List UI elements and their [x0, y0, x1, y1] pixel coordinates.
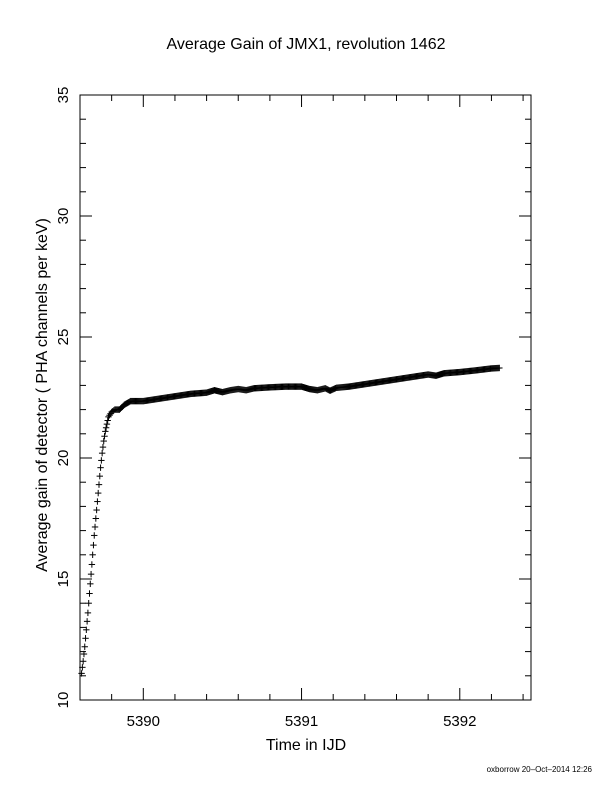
- plot-frame: [79, 94, 532, 701]
- data-point: [97, 464, 104, 471]
- data-point: [83, 618, 91, 625]
- data-point: [99, 443, 107, 451]
- x-tick-label: 5392: [443, 713, 476, 730]
- y-tick-label: 20: [55, 450, 72, 467]
- data-point: [102, 424, 110, 431]
- data-point: [106, 412, 113, 419]
- data-point: [100, 437, 107, 445]
- data-point: [104, 417, 111, 424]
- y-tick-label: 35: [55, 87, 72, 104]
- chart-title: Average Gain of JMX1, revolution 1462: [166, 36, 446, 53]
- data-point: [85, 600, 92, 607]
- data-point: [496, 364, 503, 372]
- data-point: [81, 643, 88, 650]
- x-tick-label: 5391: [285, 713, 318, 730]
- data-point: [105, 413, 112, 421]
- data-point: [103, 420, 111, 428]
- footer-stamp: oxborrow 20–Oct–2014 12:26: [486, 765, 592, 774]
- axis-ticks: 5390 5391 5392 10 15 20 25 30 35: [55, 87, 531, 730]
- data-point: [96, 472, 103, 480]
- data-point: [94, 489, 102, 497]
- data-point: [91, 523, 99, 531]
- x-axis-label: Time in IJD: [265, 737, 347, 754]
- data-point: [95, 481, 103, 488]
- data-point: [91, 532, 98, 539]
- data-point: [79, 664, 86, 671]
- data-point: [82, 635, 89, 642]
- data-point: [98, 457, 105, 464]
- y-tick-label: 25: [55, 329, 72, 346]
- x-tick-label: 5390: [127, 713, 160, 730]
- data-point: [87, 570, 95, 578]
- data-point: [86, 590, 93, 597]
- data-point: [89, 551, 96, 558]
- data-point: [93, 506, 100, 514]
- data-point: [94, 498, 101, 505]
- data-point: [102, 428, 109, 435]
- data-point: [90, 541, 97, 549]
- data-point: [92, 515, 100, 522]
- y-axis-label: Average gain of detector ( PHA channels …: [34, 218, 51, 572]
- y-tick-label: 10: [55, 692, 72, 709]
- data-point: [80, 650, 88, 658]
- data-point: [88, 561, 96, 568]
- data-point: [101, 433, 108, 440]
- data-point: [78, 670, 85, 677]
- data-point: [79, 658, 87, 665]
- y-tick-label: 15: [55, 571, 72, 588]
- y-tick-label: 30: [55, 208, 72, 225]
- data-point: [83, 626, 90, 634]
- data-point: [84, 609, 92, 617]
- data-point: [87, 580, 94, 588]
- data-points: [78, 364, 503, 677]
- data-point: [98, 449, 106, 457]
